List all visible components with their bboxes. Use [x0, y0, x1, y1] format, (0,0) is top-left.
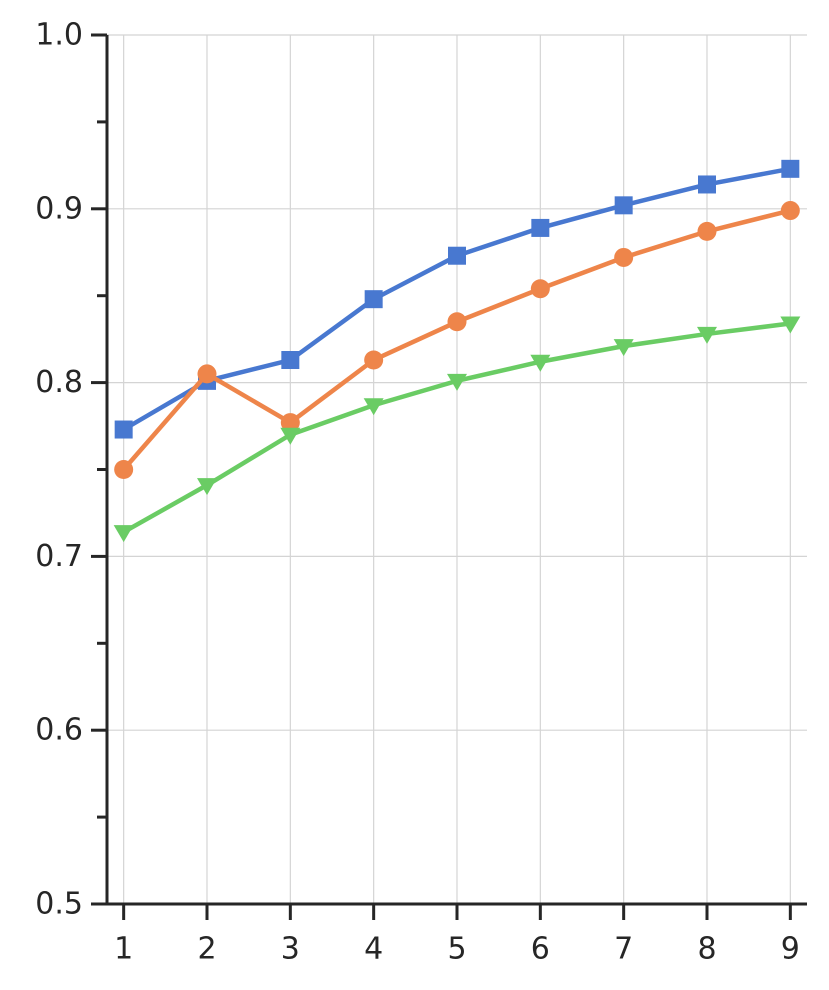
- y-tick-label: 0.7: [35, 539, 83, 574]
- series-1: [114, 159, 800, 439]
- data-point-circle: [447, 312, 467, 332]
- data-point-triangle: [280, 427, 301, 445]
- x-tick-label: 5: [447, 932, 466, 967]
- data-point-circle: [280, 413, 300, 433]
- data-point-triangle: [697, 326, 717, 344]
- data-point-triangle: [447, 373, 467, 391]
- y-tick-label: 0.8: [35, 365, 83, 400]
- y-tick-label: 0.9: [35, 191, 83, 226]
- axes: 0.5 0.6 0.7 0.8 0.9 1.0 1 2 3 4 5 6 7 8 9: [35, 18, 807, 967]
- data-point-circle: [614, 247, 634, 267]
- data-point-square: [614, 196, 633, 215]
- series-layer: [113, 159, 801, 543]
- data-point-triangle: [113, 525, 134, 543]
- data-point-circle: [530, 279, 550, 299]
- data-point-circle: [114, 460, 134, 479]
- data-point-triangle: [197, 478, 217, 496]
- data-point-square: [281, 351, 300, 370]
- y-tick-label: 0.6: [35, 713, 83, 748]
- x-tick-label: 2: [197, 932, 216, 967]
- data-point-square: [364, 290, 383, 309]
- data-point-square: [114, 420, 133, 439]
- data-point-triangle: [363, 398, 384, 416]
- x-tick-label: 4: [364, 932, 383, 967]
- data-point-square: [448, 246, 466, 265]
- x-tick-label: 6: [531, 932, 550, 967]
- series-3: [113, 316, 801, 543]
- x-tick-label: 1: [114, 932, 133, 967]
- data-point-square: [698, 175, 716, 194]
- x-tick-label: 9: [781, 932, 800, 967]
- data-point-circle: [364, 350, 384, 370]
- data-point-circle: [780, 201, 800, 221]
- data-point-triangle: [780, 316, 801, 334]
- data-point-circle: [197, 364, 217, 384]
- x-tick-label: 7: [614, 932, 633, 967]
- data-point-square: [781, 159, 800, 178]
- data-point-triangle: [613, 339, 634, 357]
- x-tick-label: 8: [697, 932, 716, 967]
- data-point-square: [531, 218, 550, 237]
- x-tick-label: 3: [281, 932, 300, 967]
- data-point-circle: [697, 221, 717, 241]
- data-point-triangle: [530, 354, 551, 372]
- y-tick-label: 1.0: [35, 18, 83, 53]
- series-2: [114, 201, 800, 479]
- y-tick-label: 0.5: [35, 887, 83, 922]
- grid: [107, 34, 807, 905]
